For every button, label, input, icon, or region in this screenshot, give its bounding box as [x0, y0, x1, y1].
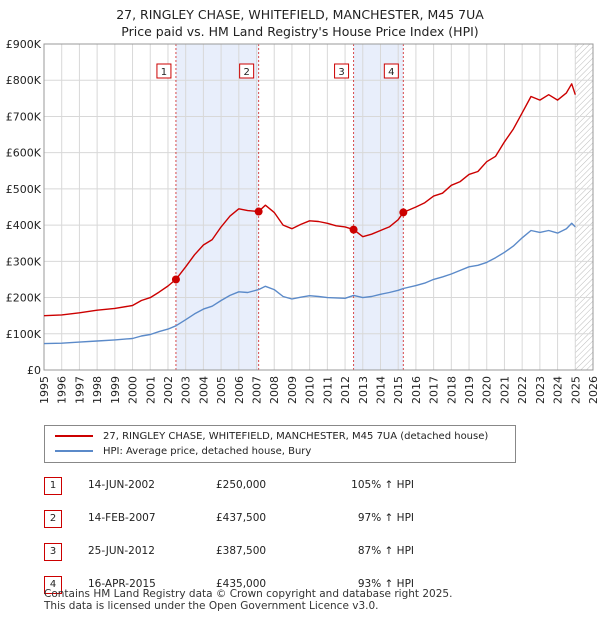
- x-tick-label: 2022: [516, 376, 529, 404]
- x-tick-label: 2015: [392, 376, 405, 404]
- legend-swatch-property: [55, 435, 93, 437]
- sale-label-box: [239, 63, 255, 79]
- sale-point: [171, 275, 180, 284]
- x-tick-label: 1997: [73, 376, 86, 404]
- x-tick-label: 1999: [109, 376, 122, 404]
- footer: Contains HM Land Registry data © Crown c…: [44, 588, 452, 612]
- x-tick-label: 2018: [445, 376, 458, 404]
- sales-table: 1 14-JUN-2002 £250,000 105% ↑ HPI 2 14-F…: [44, 475, 464, 607]
- x-tick-label: 2006: [233, 376, 246, 404]
- x-tick-label: 2005: [215, 376, 228, 404]
- sale-point: [349, 225, 358, 234]
- title-line-2: Price paid vs. HM Land Registry's House …: [121, 24, 479, 39]
- y-tick-label: £500K: [6, 183, 42, 196]
- sale-label-number: 4: [388, 67, 394, 78]
- sale-label-number: 3: [338, 67, 344, 78]
- sale-price: £387,500: [216, 545, 267, 557]
- shaded-period: [175, 44, 259, 370]
- legend-swatch-hpi: [55, 450, 93, 452]
- x-tick-label: 2003: [180, 376, 193, 404]
- sale-hpi-change: 93% ↑ HPI: [357, 578, 414, 590]
- x-tick-label: 2001: [144, 376, 157, 404]
- y-tick-label: £800K: [6, 74, 42, 87]
- sale-label-box: [334, 63, 350, 79]
- legend: 27, RINGLEY CHASE, WHITEFIELD, MANCHESTE…: [44, 425, 516, 463]
- plot-frame: [43, 43, 594, 371]
- y-tick-label: £700K: [6, 110, 42, 123]
- sale-date: 25-JUN-2012: [88, 545, 155, 557]
- x-tick-label: 2011: [321, 376, 334, 404]
- x-tick-label: 2025: [569, 376, 582, 404]
- sale-point: [399, 208, 408, 217]
- x-tick-label: 2010: [304, 376, 317, 404]
- y-tick-label: £400K: [6, 219, 42, 232]
- sale-number-badge: 3: [44, 543, 62, 561]
- x-tick-label: 2020: [481, 376, 494, 404]
- x-tick-label: 2023: [534, 376, 547, 404]
- x-tick-label: 2014: [374, 376, 387, 404]
- sale-hpi-change: 87% ↑ HPI: [357, 545, 414, 557]
- x-tick-label: 2008: [268, 376, 281, 404]
- x-tick-label: 2002: [162, 376, 175, 404]
- sale-number-badge: 2: [44, 510, 62, 528]
- title-line-1: 27, RINGLEY CHASE, WHITEFIELD, MANCHESTE…: [116, 7, 484, 22]
- y-tick-label: £100K: [6, 328, 42, 341]
- sale-label-number: 2: [243, 67, 249, 78]
- hatched-region: [575, 44, 593, 370]
- x-tick-label: 2004: [197, 376, 210, 404]
- sale-hpi-change: 105% ↑ HPI: [351, 479, 414, 491]
- x-tick-label: 1996: [56, 376, 69, 404]
- y-tick-label: £200K: [6, 292, 42, 305]
- sale-price: £250,000: [216, 479, 267, 491]
- sale-price: £437,500: [216, 512, 267, 524]
- sale-number-badge: 1: [44, 477, 62, 495]
- table-row: 4 16-APR-2015 £435,000 93% ↑ HPI: [44, 574, 464, 596]
- legend-label-hpi: HPI: Average price, detached house, Bury: [103, 446, 312, 457]
- legend-item-property: 27, RINGLEY CHASE, WHITEFIELD, MANCHESTE…: [55, 430, 488, 444]
- x-tick-label: 2007: [251, 376, 264, 404]
- chart-title: 27, RINGLEY CHASE, WHITEFIELD, MANCHESTE…: [0, 6, 600, 40]
- sale-date: 16-APR-2015: [88, 578, 156, 590]
- x-tick-label: 2009: [286, 376, 299, 404]
- x-tick-label: 2019: [463, 376, 476, 404]
- sale-label-box: [156, 63, 172, 79]
- sale-label-box: [383, 63, 399, 79]
- table-row: 2 14-FEB-2007 £437,500 97% ↑ HPI: [44, 508, 464, 530]
- legend-item-hpi: HPI: Average price, detached house, Bury: [55, 445, 311, 459]
- y-tick-label: £600K: [6, 147, 42, 160]
- x-tick-label: 2026: [587, 376, 600, 404]
- x-tick-label: 1995: [38, 376, 51, 404]
- price-chart: 1995 1996 1997 1998 1999 2000 2001 2002 2003 2004…: [6, 38, 600, 404]
- x-tick-label: 2021: [498, 376, 511, 404]
- sale-price: £435,000: [216, 578, 267, 590]
- x-tick-label: 2013: [357, 376, 370, 404]
- sale-date: 14-FEB-2007: [88, 512, 156, 524]
- y-tick-label: £300K: [6, 255, 42, 268]
- x-tick-label: 2024: [552, 376, 565, 404]
- sale-point: [254, 207, 263, 216]
- table-row: 1 14-JUN-2002 £250,000 105% ↑ HPI: [44, 475, 464, 497]
- sale-date: 14-JUN-2002: [88, 479, 155, 491]
- series-line-property: [43, 83, 576, 317]
- x-tick-label: 1998: [91, 376, 104, 404]
- sale-number-badge: 4: [44, 576, 62, 594]
- series-line-hpi: [43, 222, 576, 345]
- y-tick-label: £0: [27, 364, 41, 377]
- x-tick-label: 2017: [428, 376, 441, 404]
- y-tick-label: £900K: [6, 38, 42, 51]
- x-tick-label: 2000: [127, 376, 140, 404]
- sale-label-number: 1: [161, 67, 167, 78]
- x-tick-label: 2016: [410, 376, 423, 404]
- table-row: 3 25-JUN-2012 £387,500 87% ↑ HPI: [44, 541, 464, 563]
- shaded-period: [353, 44, 404, 370]
- legend-label-property: 27, RINGLEY CHASE, WHITEFIELD, MANCHESTE…: [103, 431, 489, 442]
- footer-line-2: This data is licensed under the Open Gov…: [44, 600, 379, 612]
- footer-line-1: Contains HM Land Registry data © Crown c…: [44, 588, 453, 600]
- x-tick-label: 2012: [339, 376, 352, 404]
- sale-hpi-change: 97% ↑ HPI: [357, 512, 414, 524]
